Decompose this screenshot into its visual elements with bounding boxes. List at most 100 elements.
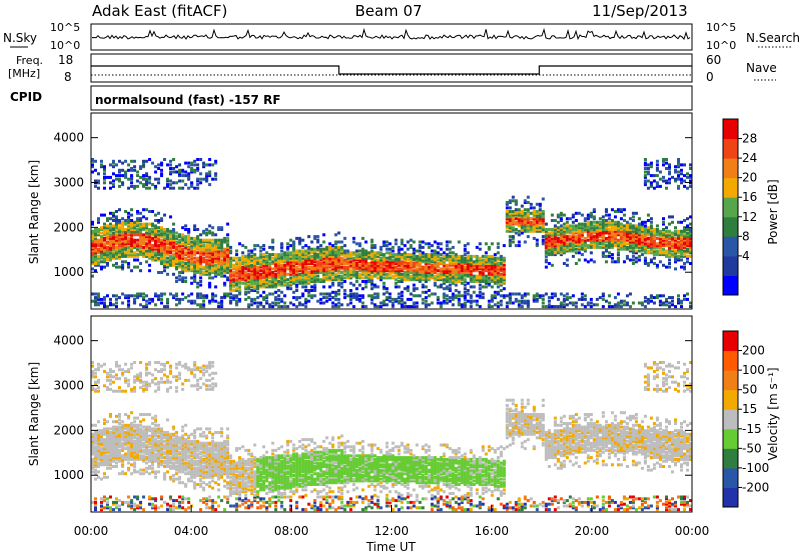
heatmap-cell — [178, 299, 182, 303]
heatmap-cell — [364, 271, 368, 274]
heatmap-cell — [400, 238, 404, 242]
heatmap-cell — [268, 267, 272, 271]
heatmap-cell — [103, 177, 106, 181]
heatmap-cell — [112, 233, 115, 237]
heatmap-cell — [301, 256, 305, 260]
heatmap-cell — [220, 274, 224, 278]
heatmap-cell — [514, 199, 518, 203]
heatmap-cell — [130, 184, 134, 188]
heatmap-cell — [571, 236, 575, 240]
heatmap-cell — [142, 224, 146, 228]
heatmap-cell — [532, 206, 536, 210]
heatmap-cell — [154, 242, 158, 246]
heatmap-cell — [559, 226, 563, 230]
heatmap-cell — [112, 439, 115, 443]
heatmap-cell — [172, 186, 176, 190]
heatmap-cell — [619, 240, 623, 244]
heatmap-cell — [139, 224, 143, 228]
heatmap-cell — [424, 276, 428, 280]
heatmap-cell — [430, 253, 434, 257]
heatmap-cell — [355, 263, 359, 267]
heatmap-cell — [487, 272, 491, 276]
heatmap-cell — [304, 254, 308, 258]
heatmap-cell — [547, 233, 551, 237]
heatmap-cell — [373, 263, 377, 267]
heatmap-cell — [154, 226, 158, 230]
heatmap-cell — [124, 254, 128, 258]
heatmap-cell — [686, 292, 689, 296]
heatmap-cell — [439, 242, 443, 246]
heatmap-cell — [115, 253, 118, 257]
heatmap-cell — [496, 285, 500, 289]
heatmap-cell — [277, 276, 281, 280]
heatmap-cell — [157, 296, 161, 300]
heatmap-cell — [163, 269, 167, 273]
heatmap-cell — [568, 301, 572, 305]
heatmap-cell — [268, 272, 272, 276]
heatmap-cell — [205, 231, 209, 235]
heatmap-cell — [367, 263, 371, 267]
heatmap-cell — [556, 297, 560, 301]
heatmap-cell — [154, 244, 158, 248]
heatmap-cell — [337, 253, 341, 257]
heatmap-cell — [427, 265, 431, 269]
heatmap-cell — [577, 245, 581, 249]
heatmap-cell — [319, 258, 323, 262]
heatmap-cell — [136, 292, 140, 296]
heatmap-cell — [277, 283, 281, 287]
heatmap-cell — [214, 177, 218, 181]
heatmap-cell — [523, 228, 527, 231]
heatmap-cell — [100, 452, 103, 456]
heatmap-cell — [166, 299, 170, 303]
heatmap-cell — [322, 280, 326, 283]
heatmap-cell — [172, 181, 176, 185]
heatmap-cell — [148, 254, 152, 258]
heatmap-cell — [208, 245, 212, 249]
heatmap-cell — [313, 280, 317, 283]
heatmap-cell — [103, 251, 106, 255]
heatmap-cell — [232, 296, 236, 300]
heatmap-cell — [331, 290, 335, 294]
heatmap-cell — [106, 431, 109, 434]
heatmap-cell — [175, 292, 179, 296]
heatmap-cell — [454, 256, 458, 260]
heatmap-cell — [172, 231, 176, 235]
heatmap-cell — [526, 201, 530, 204]
heatmap-cell — [211, 296, 215, 300]
heatmap-cell — [124, 296, 128, 300]
heatmap-cell — [352, 292, 356, 296]
heatmap-cell — [211, 267, 215, 271]
heatmap-cell — [214, 285, 218, 289]
heatmap-cell — [160, 247, 164, 251]
heatmap-cell — [187, 267, 191, 271]
heatmap-cell — [448, 271, 452, 274]
heatmap-cell — [406, 285, 410, 289]
heatmap-cell — [106, 256, 109, 260]
heatmap-cell — [553, 238, 557, 242]
heatmap-cell — [268, 271, 272, 274]
heatmap-cell — [487, 265, 491, 269]
heatmap-cell — [109, 254, 112, 258]
heatmap-cell — [463, 301, 467, 305]
heatmap-cell — [388, 299, 392, 303]
heatmap-cell — [103, 213, 106, 217]
heatmap-cell — [211, 247, 215, 251]
heatmap-cell — [142, 161, 146, 165]
heatmap-cell — [166, 184, 170, 188]
heatmap-cell — [631, 236, 635, 240]
heatmap-cell — [331, 283, 335, 287]
heatmap-cell — [187, 172, 191, 176]
heatmap-cell — [523, 217, 527, 221]
heatmap-cell — [454, 276, 458, 280]
heatmap-cell — [505, 294, 509, 298]
heatmap-cell — [190, 251, 194, 255]
heatmap-cell — [662, 242, 665, 246]
heatmap-cell — [662, 233, 665, 237]
heatmap-cell — [604, 220, 608, 224]
heatmap-cell — [169, 186, 173, 190]
heatmap-cell — [424, 299, 428, 303]
heatmap-cell — [583, 226, 587, 230]
heatmap-cell — [577, 236, 581, 240]
heatmap-cell — [637, 242, 641, 246]
heatmap-cell — [247, 285, 251, 289]
